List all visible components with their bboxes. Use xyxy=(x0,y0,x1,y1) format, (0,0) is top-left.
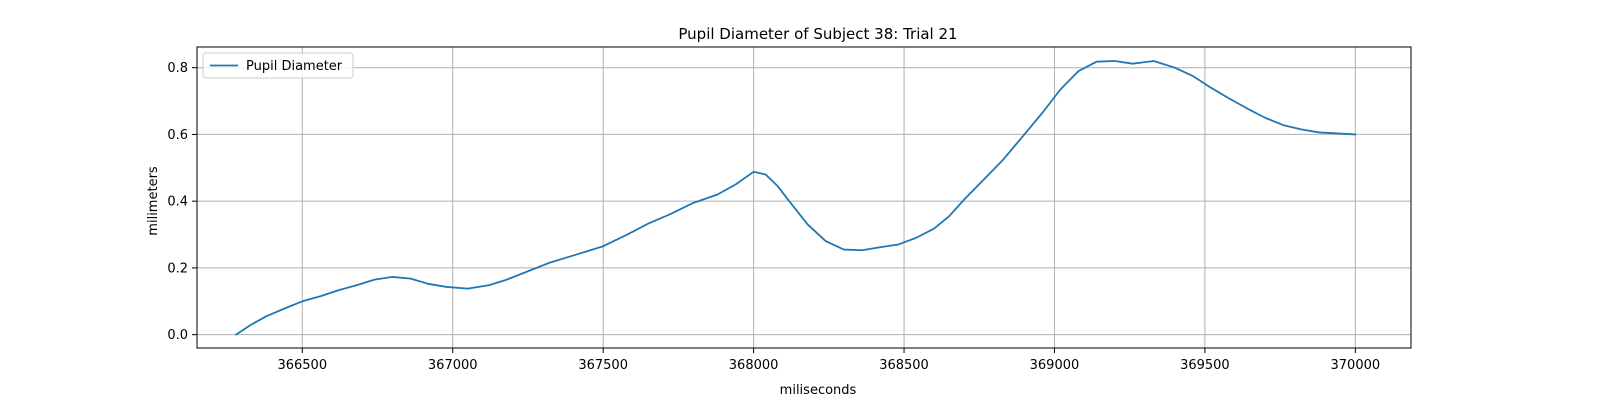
grid-layer xyxy=(197,47,1411,348)
legend-label: Pupil Diameter xyxy=(246,59,343,74)
plot-frame xyxy=(196,46,1412,349)
series-layer xyxy=(235,60,1357,336)
y-tick-label: 0.8 xyxy=(167,61,188,76)
x-tick-label: 367500 xyxy=(578,358,628,373)
y-tick-label: 0.4 xyxy=(167,195,188,210)
x-tick-label: 368000 xyxy=(729,358,779,373)
x-tick-label: 368500 xyxy=(879,358,929,373)
y-axis-label: milimeters xyxy=(146,166,161,236)
x-tick-label: 367000 xyxy=(428,358,478,373)
x-axis-label: miliseconds xyxy=(780,383,857,398)
axes-layer: 366500 367000 367500 368000 368500 369000 3695… xyxy=(167,46,1412,373)
x-tick-label: 370000 xyxy=(1331,358,1381,373)
chart-title: Pupil Diameter of Subject 38: Trial 21 xyxy=(678,25,957,43)
series-line-pupil-diameter xyxy=(235,60,1357,336)
legend-box xyxy=(202,52,354,79)
legend: Pupil Diameter xyxy=(202,52,354,79)
y-tick-label: 0.0 xyxy=(167,328,188,343)
y-tick-label: 0.6 xyxy=(167,128,188,143)
y-tick-label: 0.2 xyxy=(167,261,188,276)
x-tick-label: 366500 xyxy=(277,358,327,373)
x-tick-label: 369000 xyxy=(1030,358,1080,373)
x-tick-label: 369500 xyxy=(1180,358,1230,373)
